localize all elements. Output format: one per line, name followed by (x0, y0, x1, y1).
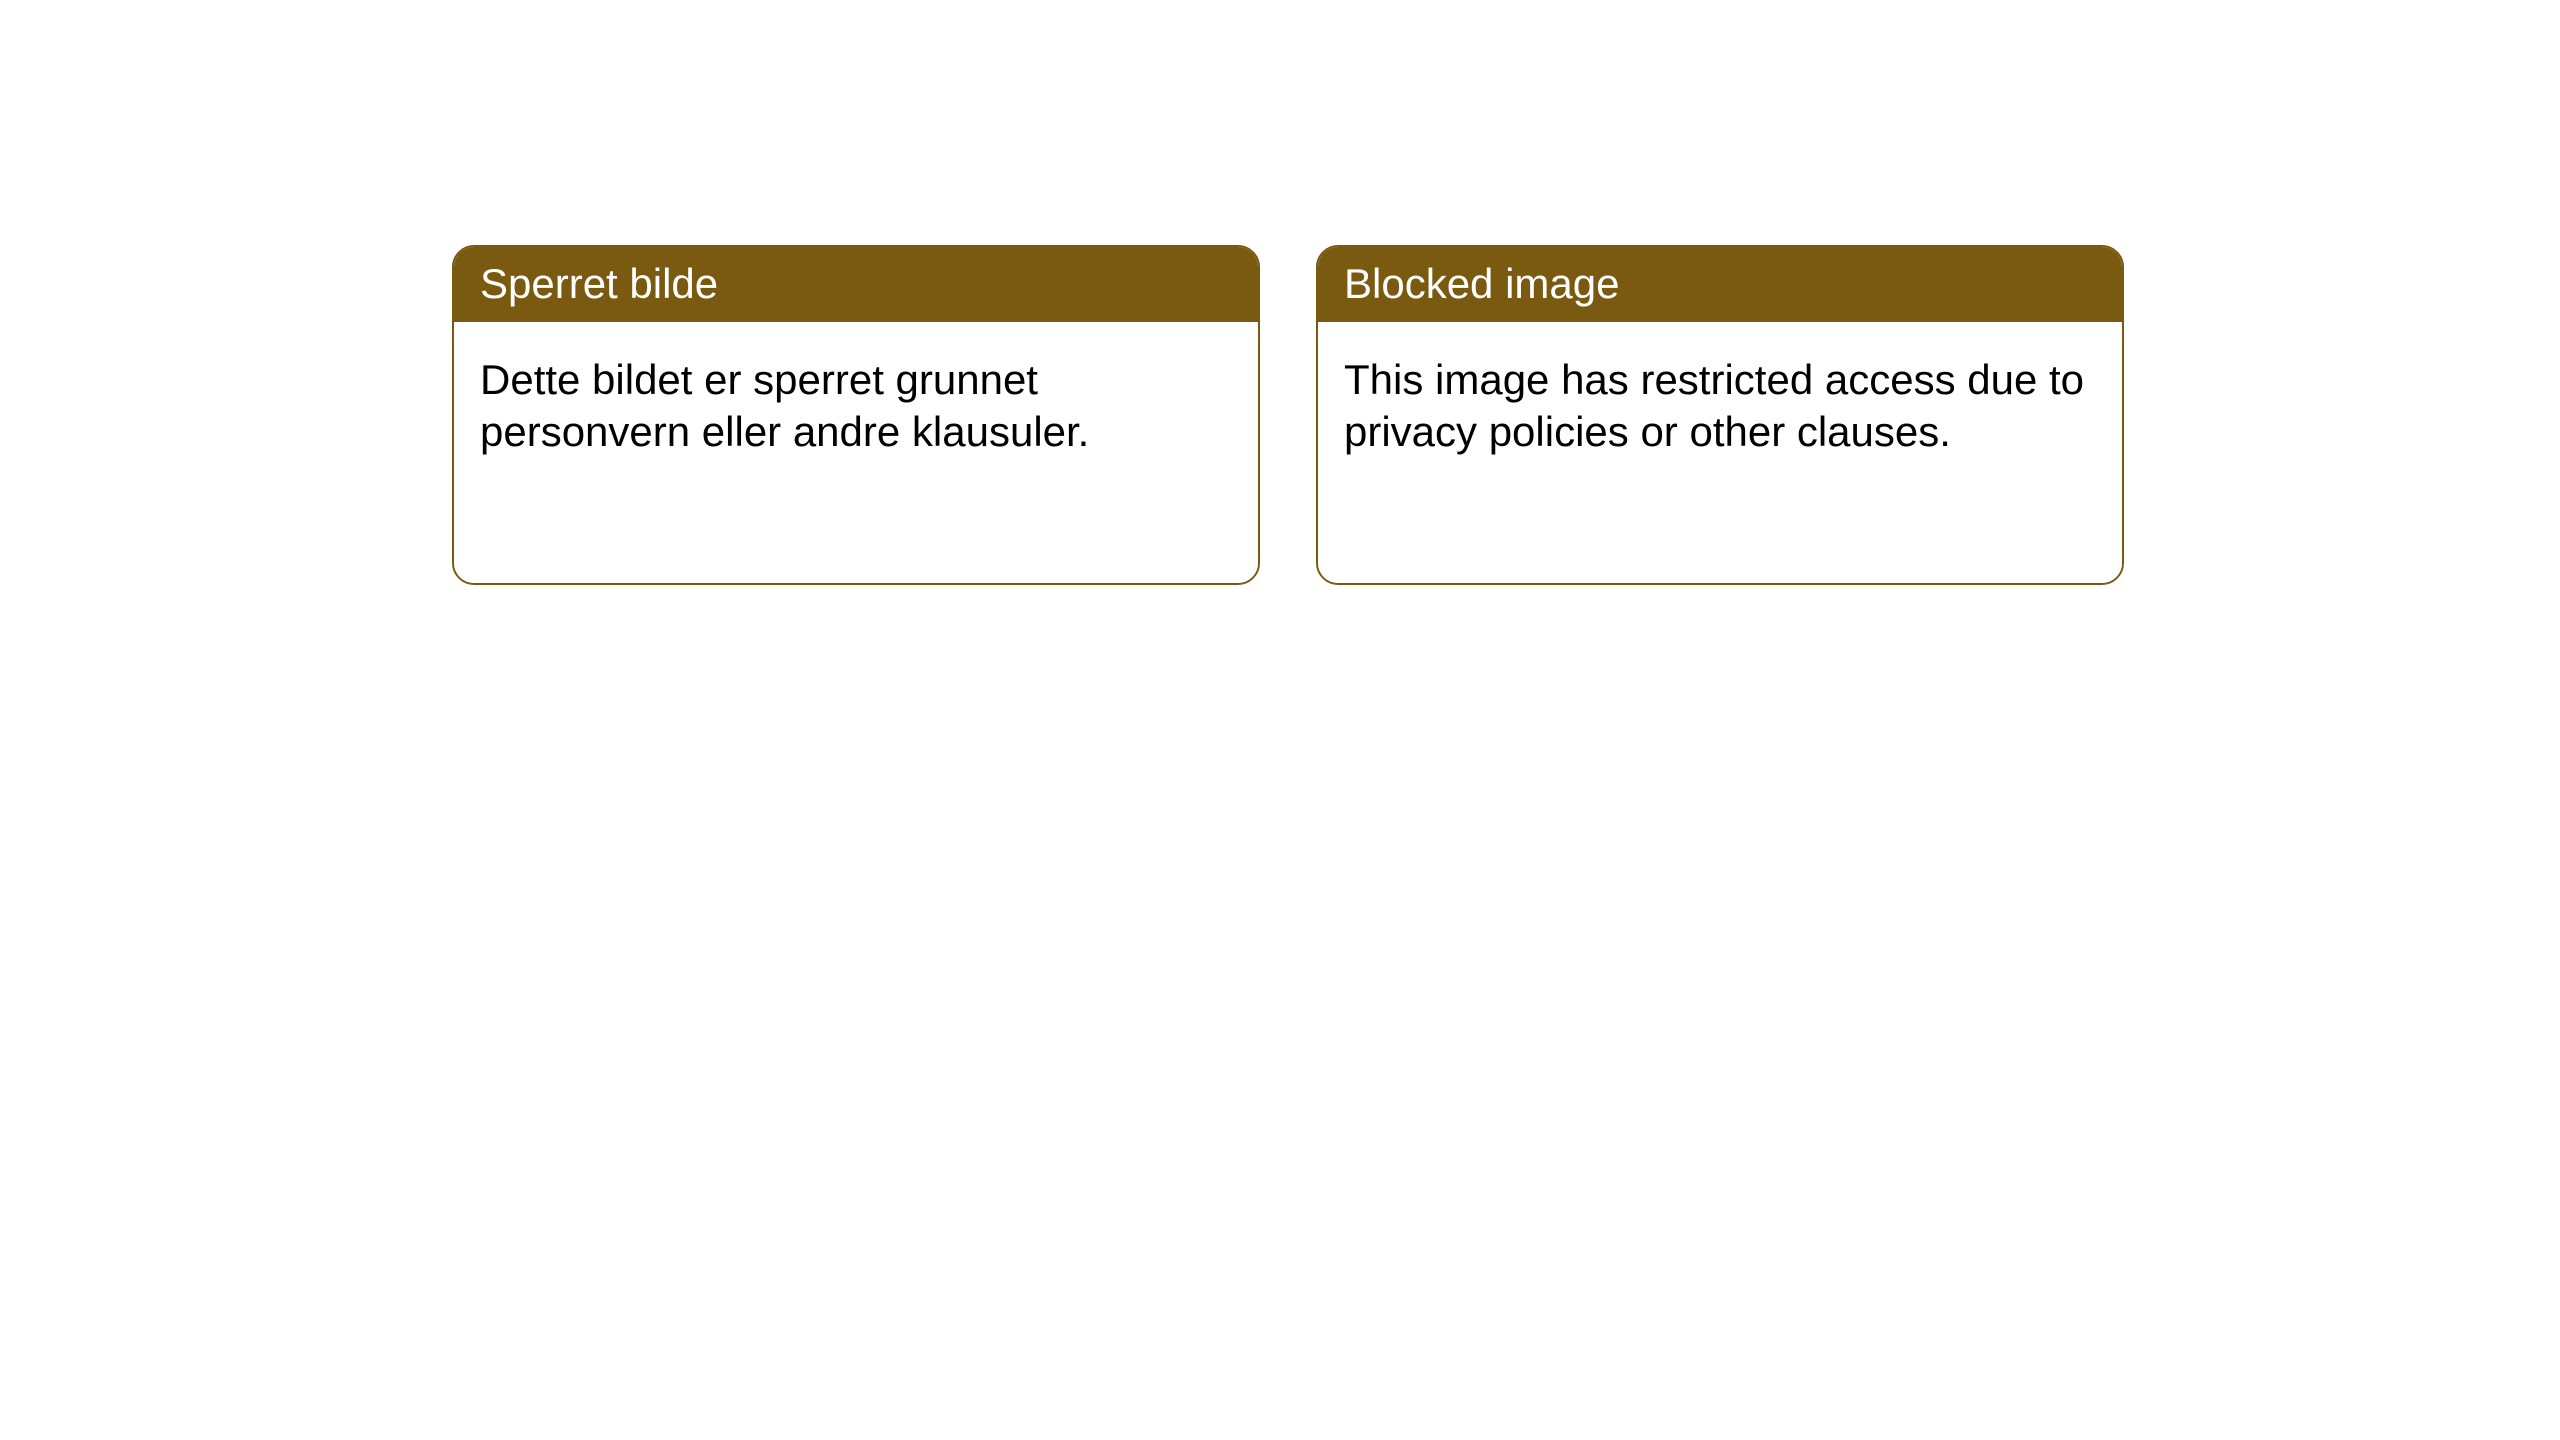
notice-card-norwegian: Sperret bilde Dette bildet er sperret gr… (452, 245, 1260, 585)
notice-header-norwegian: Sperret bilde (454, 247, 1258, 322)
notice-body-english: This image has restricted access due to … (1318, 322, 2122, 583)
notice-header-english: Blocked image (1318, 247, 2122, 322)
notice-card-english: Blocked image This image has restricted … (1316, 245, 2124, 585)
notice-container: Sperret bilde Dette bildet er sperret gr… (452, 245, 2124, 585)
notice-body-norwegian: Dette bildet er sperret grunnet personve… (454, 322, 1258, 583)
